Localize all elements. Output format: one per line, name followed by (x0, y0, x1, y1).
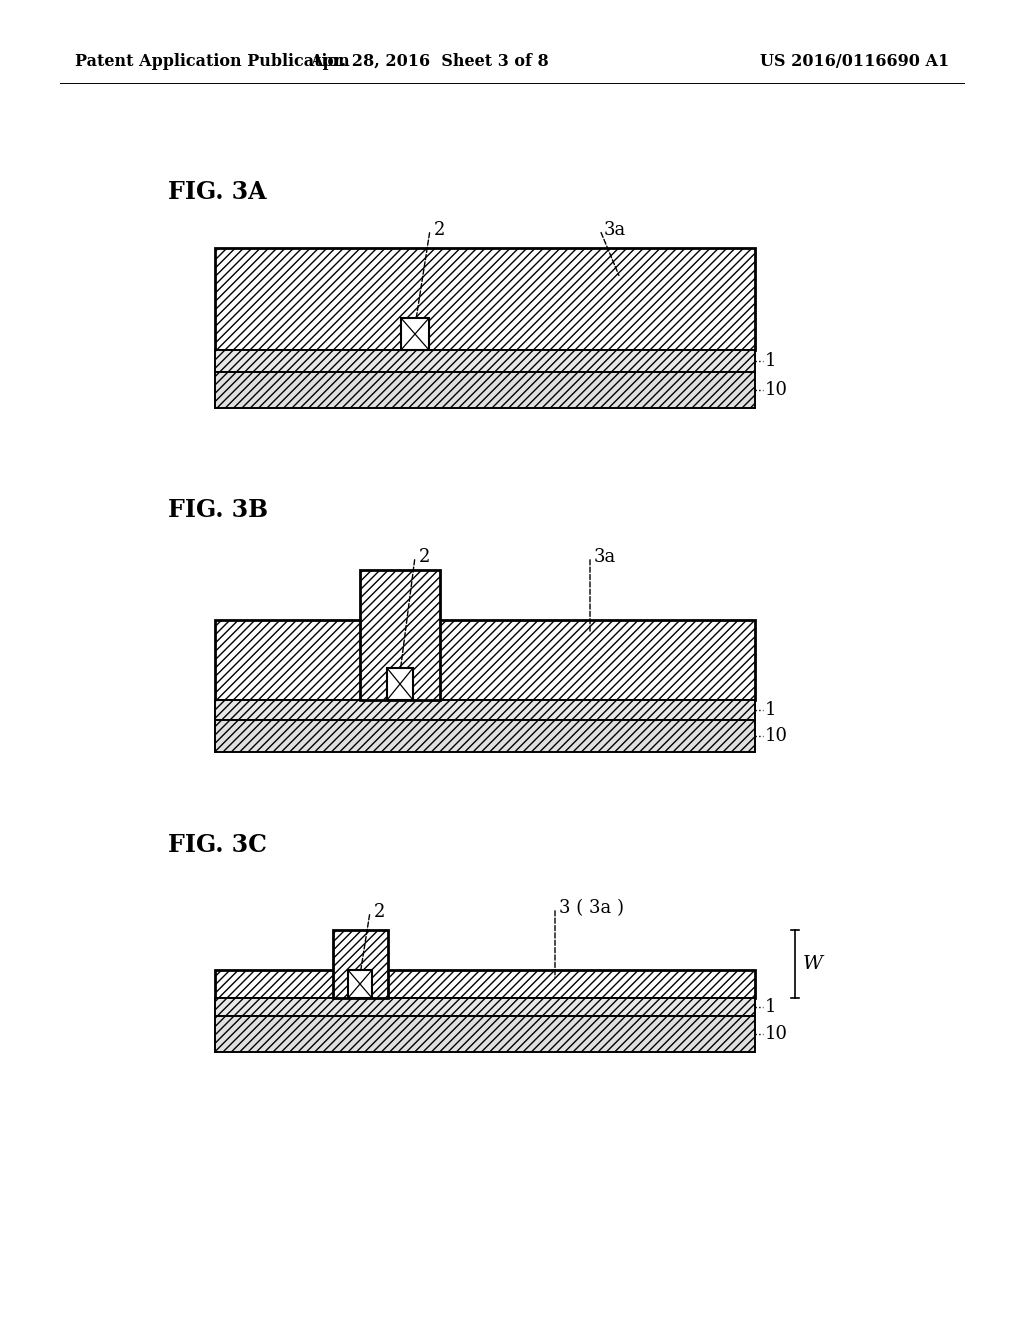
Bar (215, 620, 755, 700)
Bar (215, 1016, 755, 1052)
Text: 1: 1 (765, 701, 776, 719)
Bar (215, 719, 755, 752)
Text: FIG. 3B: FIG. 3B (168, 498, 268, 521)
Text: FIG. 3A: FIG. 3A (168, 180, 266, 205)
Bar (215, 970, 755, 998)
Text: 1: 1 (765, 352, 776, 370)
Bar (215, 700, 755, 719)
Text: 1: 1 (765, 998, 776, 1016)
Bar (215, 248, 755, 350)
Text: 10: 10 (765, 381, 788, 399)
Bar (215, 350, 755, 372)
Text: Patent Application Publication: Patent Application Publication (75, 54, 350, 70)
Text: W: W (803, 954, 823, 973)
Text: FIG. 3C: FIG. 3C (168, 833, 267, 857)
Text: 3a: 3a (604, 220, 627, 239)
Text: Apr. 28, 2016  Sheet 3 of 8: Apr. 28, 2016 Sheet 3 of 8 (310, 54, 549, 70)
Text: 2: 2 (374, 903, 385, 921)
Bar (215, 998, 755, 1016)
Text: US 2016/0116690 A1: US 2016/0116690 A1 (760, 54, 949, 70)
Bar (401, 318, 429, 350)
Text: 10: 10 (765, 1026, 788, 1043)
Bar (348, 970, 372, 998)
Bar (333, 931, 387, 998)
Text: 3a: 3a (594, 548, 616, 566)
Text: 10: 10 (765, 727, 788, 744)
Bar (215, 372, 755, 408)
Text: 2: 2 (434, 220, 445, 239)
Bar (387, 668, 413, 700)
Text: 3 ( 3a ): 3 ( 3a ) (559, 899, 624, 917)
Bar (360, 570, 440, 700)
Text: 2: 2 (419, 548, 430, 566)
